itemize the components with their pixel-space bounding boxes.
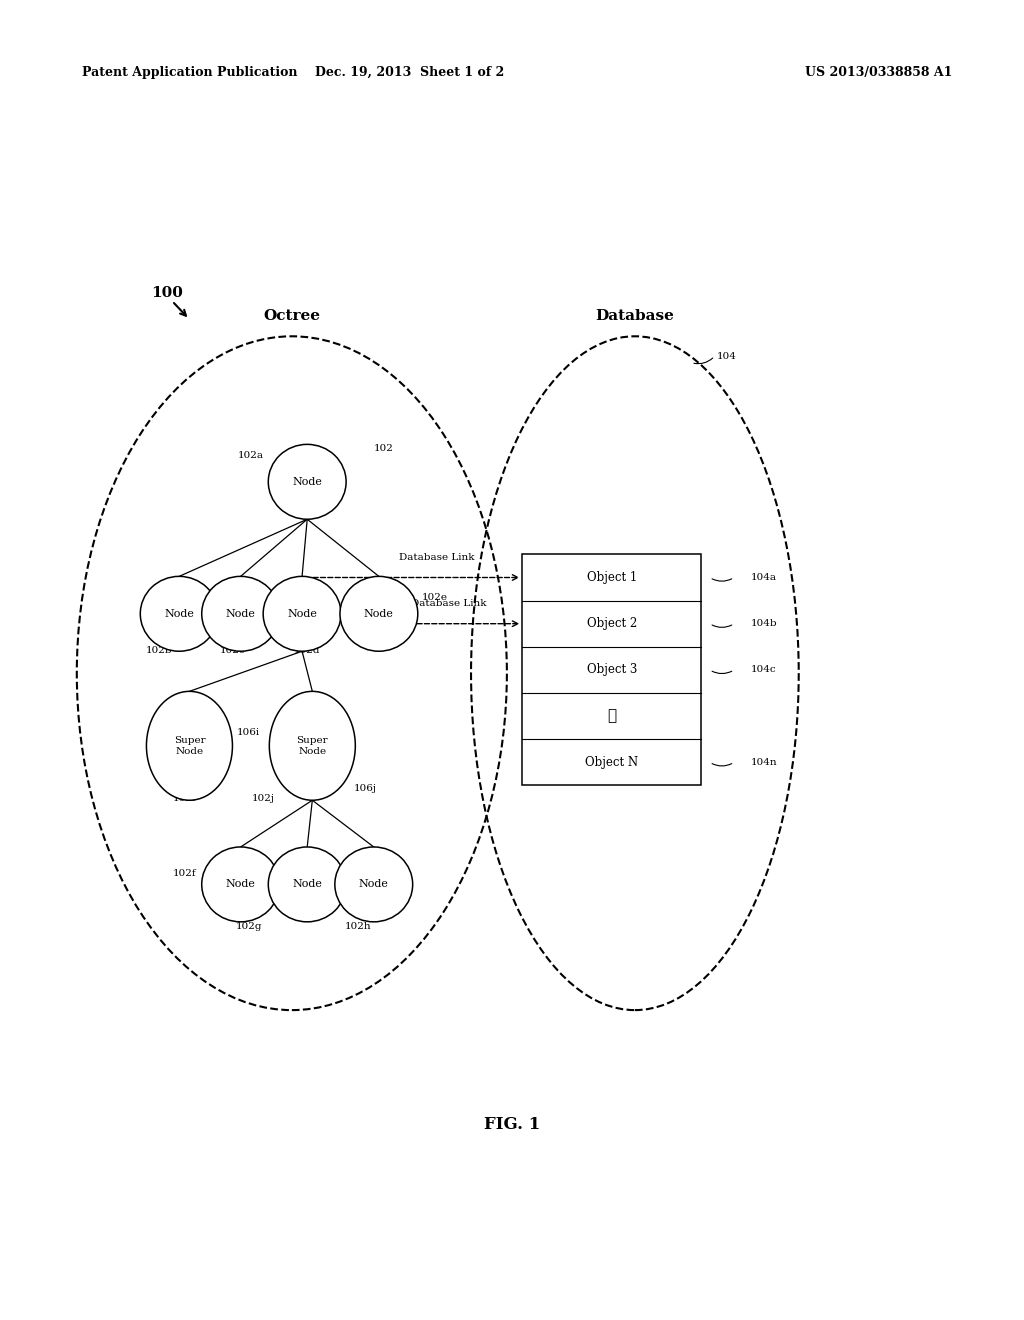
- Text: 106j: 106j: [354, 784, 377, 792]
- Ellipse shape: [268, 445, 346, 519]
- Text: Node: Node: [292, 879, 323, 890]
- Text: 102g: 102g: [236, 923, 262, 931]
- Text: Database: Database: [595, 309, 675, 323]
- Text: Dec. 19, 2013  Sheet 1 of 2: Dec. 19, 2013 Sheet 1 of 2: [315, 66, 504, 79]
- Text: Database Link: Database Link: [399, 553, 474, 561]
- Text: ⋮: ⋮: [607, 709, 616, 723]
- Ellipse shape: [340, 577, 418, 651]
- Text: 102a: 102a: [238, 451, 264, 459]
- Text: Node: Node: [164, 609, 195, 619]
- Text: FIG. 1: FIG. 1: [484, 1117, 540, 1133]
- Text: Object 2: Object 2: [587, 618, 637, 630]
- Text: 104c: 104c: [751, 665, 776, 675]
- Ellipse shape: [202, 577, 280, 651]
- Text: 102: 102: [374, 445, 394, 453]
- Text: 100: 100: [152, 286, 183, 300]
- Text: Node: Node: [292, 477, 323, 487]
- Ellipse shape: [140, 577, 218, 651]
- Text: 102f: 102f: [172, 870, 197, 878]
- Text: Patent Application Publication: Patent Application Publication: [82, 66, 297, 79]
- Text: Database Link: Database Link: [412, 599, 486, 607]
- Text: Node: Node: [225, 609, 256, 619]
- Text: Node: Node: [358, 879, 389, 890]
- Text: 102c: 102c: [219, 647, 246, 655]
- Text: Object N: Object N: [586, 756, 638, 768]
- Text: 102i: 102i: [173, 795, 196, 803]
- Text: 102h: 102h: [345, 923, 372, 931]
- Text: Object 1: Object 1: [587, 572, 637, 583]
- Text: 102b: 102b: [145, 647, 172, 655]
- Text: Node: Node: [287, 609, 317, 619]
- Text: 104a: 104a: [751, 573, 776, 582]
- Text: Octree: Octree: [263, 309, 321, 323]
- Text: 104n: 104n: [751, 758, 777, 767]
- Ellipse shape: [269, 692, 355, 800]
- Text: 102j: 102j: [252, 795, 274, 803]
- Ellipse shape: [268, 847, 346, 921]
- Ellipse shape: [202, 847, 280, 921]
- Text: Node: Node: [225, 879, 256, 890]
- Text: 106i: 106i: [238, 729, 260, 737]
- Text: 104b: 104b: [751, 619, 777, 628]
- Bar: [522, 554, 701, 785]
- Text: Super
Node: Super Node: [174, 737, 205, 755]
- Text: US 2013/0338858 A1: US 2013/0338858 A1: [805, 66, 952, 79]
- Text: 104: 104: [717, 351, 736, 360]
- Ellipse shape: [146, 692, 232, 800]
- Ellipse shape: [335, 847, 413, 921]
- Text: Super
Node: Super Node: [297, 737, 328, 755]
- Text: Node: Node: [364, 609, 394, 619]
- Text: 102e: 102e: [422, 594, 449, 602]
- Text: 102d: 102d: [294, 647, 321, 655]
- Text: Object 3: Object 3: [587, 664, 637, 676]
- Ellipse shape: [263, 577, 341, 651]
